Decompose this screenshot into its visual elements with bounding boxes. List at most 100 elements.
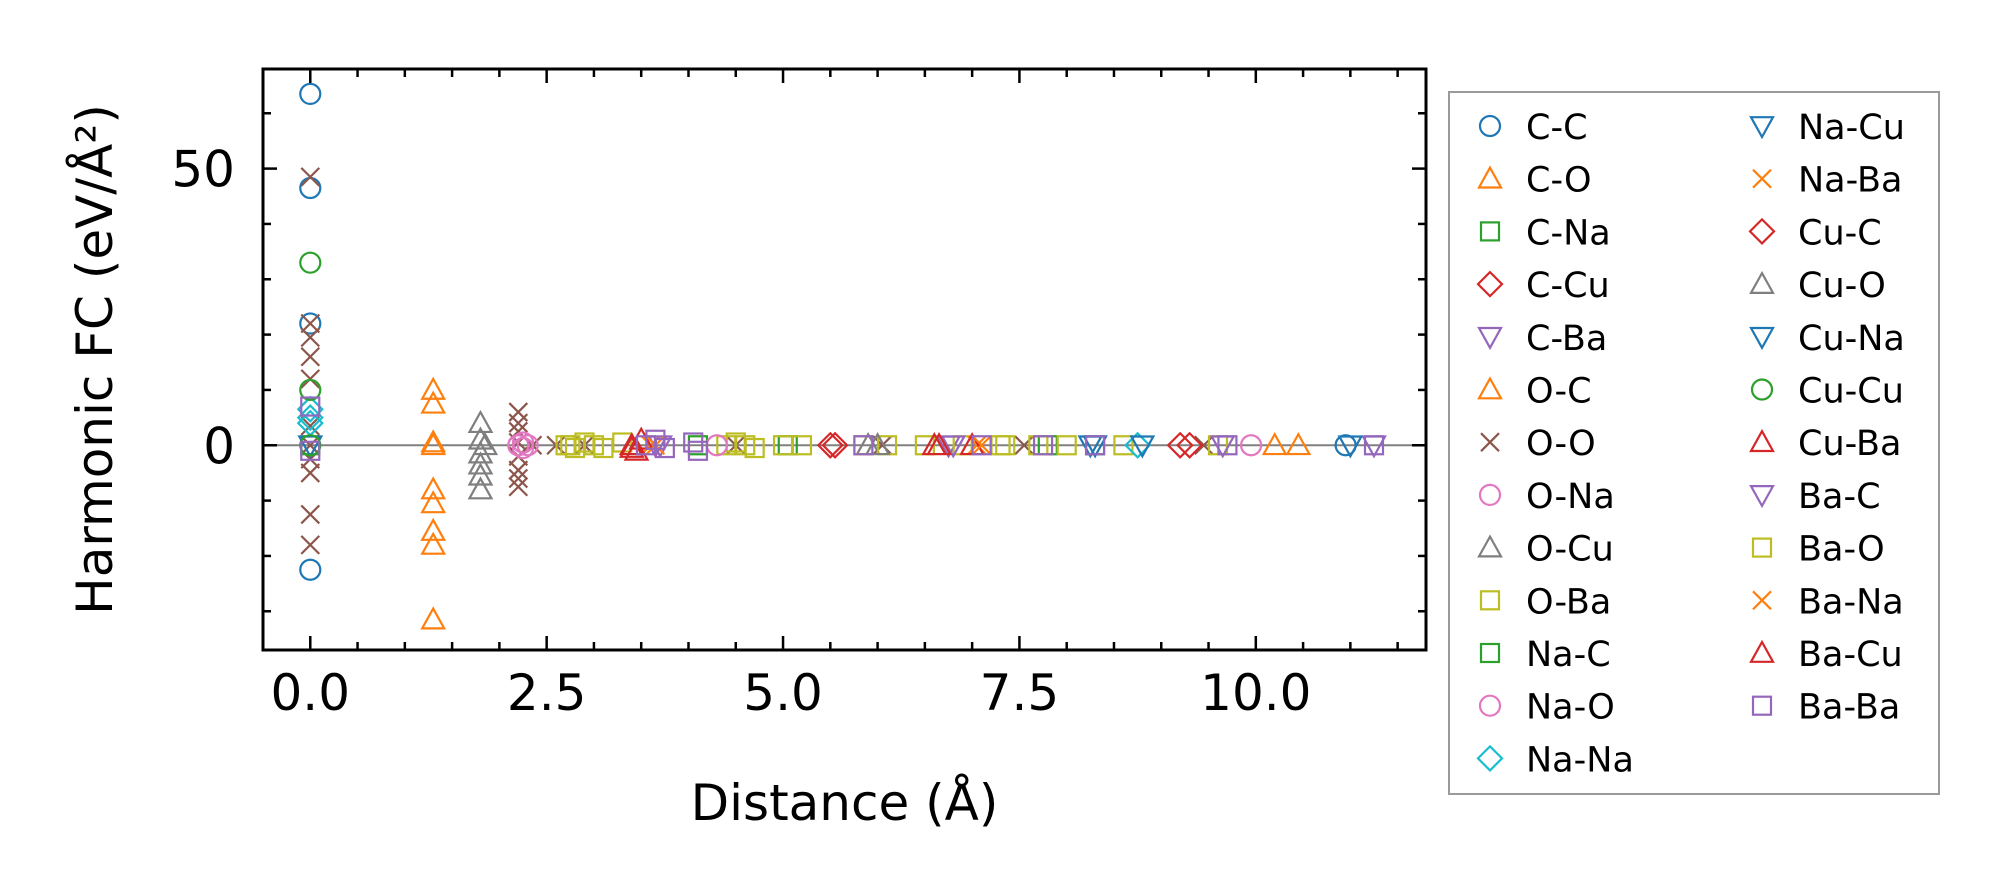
- legend-label: Ba-Cu: [1798, 635, 1903, 675]
- data-point-c-o: [420, 376, 447, 400]
- legend-label: Na-Cu: [1798, 108, 1905, 148]
- data-point-c-c: [299, 82, 322, 106]
- legend-entry-cu-o: Cu-O: [1749, 266, 1886, 306]
- legend-marker-c-o: [1477, 165, 1503, 189]
- data-point-o-o: [300, 504, 321, 525]
- data-point-o-o: [300, 463, 321, 483]
- legend-entry-c-c: C-C: [1478, 108, 1588, 148]
- data-point-ba-c: [940, 435, 967, 459]
- legend-box: [1448, 91, 1940, 795]
- data-point-na-o: [1239, 434, 1263, 457]
- data-point-o-o: [300, 167, 321, 187]
- series-o-c: [420, 432, 1288, 456]
- legend-marker-na-cu: [1749, 116, 1775, 140]
- data-point-c-o: [420, 517, 447, 541]
- legend-entry-cu-na: Cu-Na: [1749, 319, 1905, 359]
- data-point-ba-ba: [853, 435, 874, 456]
- legend-entry-cu-cu: Cu-Cu: [1750, 372, 1904, 412]
- data-point-cu-o: [472, 432, 499, 456]
- legend-marker-ba-c: [1749, 485, 1775, 509]
- legend-marker-ba-ba: [1751, 695, 1773, 716]
- data-point-ba-ba: [1032, 435, 1054, 456]
- data-point-na-cu: [297, 435, 324, 459]
- data-point-ba-ba: [1217, 435, 1238, 456]
- data-point-c-cu: [1166, 431, 1194, 459]
- data-point-c-o: [420, 476, 447, 500]
- legend-label: Cu-Na: [1798, 319, 1905, 359]
- data-point-ba-ba: [687, 440, 709, 461]
- legend-marker-ba-na: [1752, 590, 1772, 611]
- legend-entry-o-o: O-O: [1480, 424, 1596, 464]
- data-point-cu-cu: [299, 251, 322, 274]
- data-point-c-o: [420, 390, 447, 414]
- data-point-cu-na: [1337, 435, 1364, 459]
- data-point-o-ba: [1056, 435, 1077, 456]
- data-points: [296, 82, 1387, 630]
- series-c-cu: [816, 431, 1194, 459]
- legend-entry-na-ba: Na-Ba: [1752, 161, 1902, 201]
- legend-label: O-C: [1526, 372, 1592, 412]
- data-point-na-o: [507, 434, 530, 457]
- legend-label: O-O: [1526, 424, 1596, 464]
- legend-entry-na-o: Na-O: [1478, 688, 1615, 728]
- legend-label: C-Ba: [1526, 319, 1607, 359]
- data-point-o-c: [1261, 432, 1288, 456]
- data-point-cu-ba: [623, 437, 650, 461]
- legend-marker-c-c: [1478, 114, 1502, 138]
- data-point-o-ba: [1113, 435, 1134, 456]
- legend-label: Na-Ba: [1798, 161, 1902, 201]
- legend-label: O-Ba: [1526, 582, 1611, 622]
- legend-label: C-O: [1526, 161, 1592, 201]
- legend-entry-c-ba: C-Ba: [1477, 319, 1607, 359]
- legend-entry-ba-cu: Ba-Cu: [1749, 635, 1903, 675]
- data-point-c-o: [420, 531, 447, 555]
- data-point-o-cu: [467, 462, 494, 486]
- legend-entry-c-o: C-O: [1477, 161, 1592, 201]
- data-point-o-ba: [744, 437, 765, 459]
- legend-label: Cu-Cu: [1798, 372, 1904, 412]
- legend-marker-na-na: [1476, 744, 1504, 772]
- legend-marker-o-cu: [1477, 534, 1503, 558]
- data-point-ba-ba: [1363, 435, 1385, 456]
- series-ba-ba: [300, 396, 1385, 461]
- legend-entry-o-c: O-C: [1477, 372, 1592, 412]
- legend-label: Cu-C: [1798, 213, 1882, 253]
- tick-labels: 0.0 2.5 5.0 7.5 10.0 0 50: [171, 141, 1311, 722]
- legend-marker-na-o: [1478, 694, 1502, 717]
- legend-entry-cu-c: Cu-C: [1748, 213, 1882, 253]
- data-point-o-o: [872, 435, 893, 456]
- x-tick-label: 2.5: [507, 664, 587, 722]
- legend-label: Na-Na: [1526, 740, 1634, 780]
- legend-marker-ba-o: [1751, 537, 1773, 558]
- data-point-o-o: [508, 460, 529, 480]
- data-point-o-o: [508, 468, 529, 489]
- data-point-c-o: [1285, 432, 1312, 456]
- data-point-ba-ba: [1084, 435, 1106, 456]
- data-point-ba-ba: [300, 440, 321, 461]
- legend-marker-cu-na: [1749, 326, 1775, 351]
- x-axis-label: Distance (Å): [691, 774, 999, 832]
- data-point-o-o: [508, 476, 529, 497]
- data-point-o-o: [508, 413, 529, 433]
- x-tick-label: 7.5: [980, 664, 1060, 722]
- data-point-na-cu: [1129, 435, 1156, 459]
- data-point-o-o: [300, 327, 321, 348]
- legend-marker-o-ba: [1479, 590, 1501, 611]
- legend-label: Cu-O: [1798, 266, 1886, 306]
- data-point-ba-na: [971, 435, 992, 456]
- data-point-ba-ba: [300, 396, 321, 417]
- legend-marker-o-c: [1477, 376, 1503, 400]
- legend-entry-o-ba: O-Ba: [1479, 582, 1611, 622]
- data-point-ba-ba: [971, 435, 992, 456]
- legend-marker-cu-o: [1749, 270, 1775, 294]
- data-point-o-na: [511, 436, 535, 460]
- data-point-c-c: [299, 558, 322, 581]
- data-point-o-o: [300, 416, 321, 436]
- legend-label: C-Na: [1526, 213, 1611, 253]
- x-tick-label: 5.0: [743, 664, 823, 722]
- legend-label: Ba-Na: [1798, 582, 1904, 622]
- legend-marker-cu-cu: [1750, 378, 1774, 401]
- series-o-na: [511, 431, 539, 460]
- series-cu-c: [821, 431, 1204, 459]
- data-point-o-na: [511, 431, 535, 454]
